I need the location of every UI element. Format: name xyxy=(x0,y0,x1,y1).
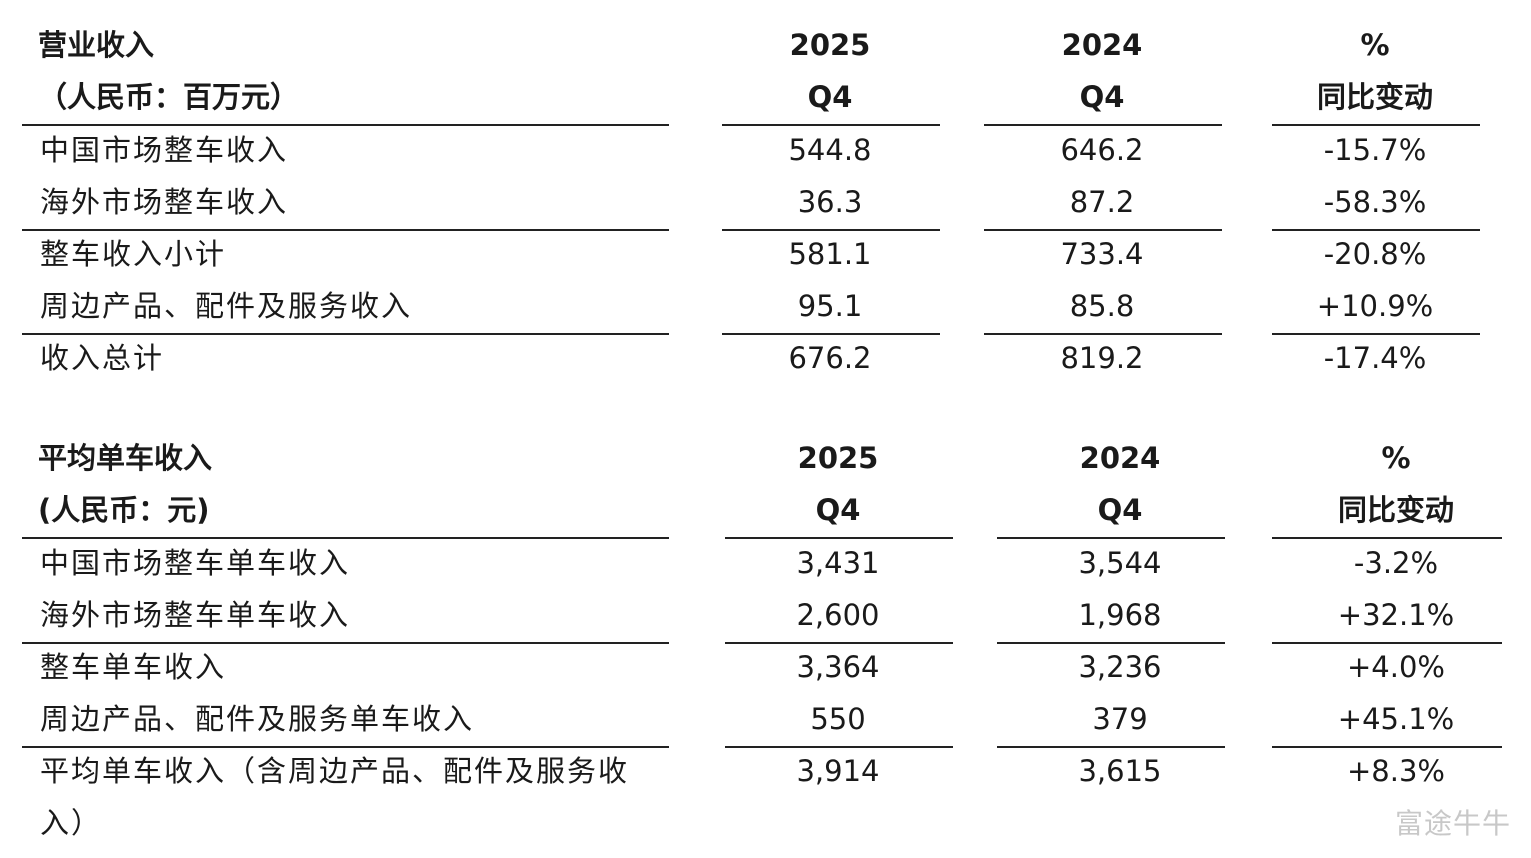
row-label: 海外市场整车单车收入 xyxy=(40,598,351,632)
value-cell: 3,615 xyxy=(1078,754,1162,788)
rule-line xyxy=(1272,642,1502,644)
value-cell: +8.3% xyxy=(1347,754,1445,788)
rule-line xyxy=(1272,124,1480,126)
row-label: 海外市场整车收入 xyxy=(40,185,289,219)
header-label: (人民币：元) xyxy=(38,493,210,527)
value-cell: 550 xyxy=(810,702,866,736)
value-cell: -58.3% xyxy=(1323,185,1427,219)
value-cell: 733.4 xyxy=(1060,237,1144,271)
rule-line xyxy=(1272,537,1502,539)
value-cell: 379 xyxy=(1092,702,1148,736)
row-label: 中国市场整车收入 xyxy=(40,133,289,167)
row-label: 整车收入小计 xyxy=(40,237,227,271)
header-label: 营业收入 xyxy=(38,28,155,62)
value-cell: 3,544 xyxy=(1078,546,1162,580)
rule-line xyxy=(725,537,953,539)
value-cell: 3,364 xyxy=(796,650,880,684)
row-label: 周边产品、配件及服务单车收入 xyxy=(40,702,475,736)
value-cell: -3.2% xyxy=(1353,546,1439,580)
rule-line xyxy=(1272,333,1480,335)
value-cell: 1,968 xyxy=(1078,598,1162,632)
header-cell: % xyxy=(1360,28,1390,62)
value-cell: +10.9% xyxy=(1316,289,1434,323)
value-cell: 676.2 xyxy=(788,341,872,375)
value-cell: +4.0% xyxy=(1347,650,1445,684)
header-cell: 2024 xyxy=(1079,441,1161,475)
rule-line xyxy=(22,537,669,539)
rule-line xyxy=(725,642,953,644)
value-cell: 544.8 xyxy=(788,133,872,167)
value-cell: -20.8% xyxy=(1323,237,1427,271)
header-cell: % xyxy=(1381,441,1411,475)
rule-line xyxy=(722,333,940,335)
header-cell: Q4 xyxy=(1079,80,1125,114)
rule-line xyxy=(1272,746,1502,748)
value-cell: 819.2 xyxy=(1060,341,1144,375)
rule-line xyxy=(997,642,1225,644)
rule-line xyxy=(984,333,1222,335)
value-cell: 2,600 xyxy=(796,598,880,632)
header-cell: Q4 xyxy=(1097,493,1143,527)
row-label: 收入总计 xyxy=(40,341,165,375)
value-cell: 3,431 xyxy=(796,546,880,580)
value-cell: 3,914 xyxy=(796,754,880,788)
rule-line xyxy=(1272,229,1480,231)
rule-line xyxy=(722,229,940,231)
rule-line xyxy=(22,642,669,644)
watermark: 富途牛牛 xyxy=(1394,807,1511,840)
value-cell: -17.4% xyxy=(1323,341,1427,375)
rule-line xyxy=(997,537,1225,539)
header-cell: 2024 xyxy=(1061,28,1143,62)
rule-line xyxy=(22,333,669,335)
header-cell: 2025 xyxy=(789,28,871,62)
value-cell: 646.2 xyxy=(1060,133,1144,167)
header-label: 平均单车收入 xyxy=(38,441,213,475)
rule-line xyxy=(22,229,669,231)
value-cell: 581.1 xyxy=(788,237,872,271)
row-label: 平均单车收入（含周边产品、配件及服务收入） xyxy=(40,754,630,840)
value-cell: +32.1% xyxy=(1337,598,1455,632)
rule-line xyxy=(722,124,940,126)
value-cell: -15.7% xyxy=(1323,133,1427,167)
value-cell: +45.1% xyxy=(1337,702,1455,736)
rule-line xyxy=(22,746,669,748)
value-cell: 3,236 xyxy=(1078,650,1162,684)
rule-line xyxy=(725,746,953,748)
header-cell: 同比变动 xyxy=(1337,493,1454,527)
rule-line xyxy=(984,124,1222,126)
value-cell: 36.3 xyxy=(797,185,863,219)
header-label: （人民币：百万元） xyxy=(38,80,300,114)
row-label: 周边产品、配件及服务收入 xyxy=(40,289,413,323)
rule-line xyxy=(984,229,1222,231)
value-cell: 95.1 xyxy=(797,289,863,323)
rule-line xyxy=(22,124,669,126)
value-cell: 87.2 xyxy=(1069,185,1135,219)
header-cell: Q4 xyxy=(807,80,853,114)
header-cell: Q4 xyxy=(815,493,861,527)
row-label: 整车单车收入 xyxy=(40,650,227,684)
value-cell: 85.8 xyxy=(1069,289,1135,323)
rule-line xyxy=(997,746,1225,748)
header-cell: 同比变动 xyxy=(1316,80,1433,114)
row-label: 中国市场整车单车收入 xyxy=(40,546,351,580)
header-cell: 2025 xyxy=(797,441,879,475)
